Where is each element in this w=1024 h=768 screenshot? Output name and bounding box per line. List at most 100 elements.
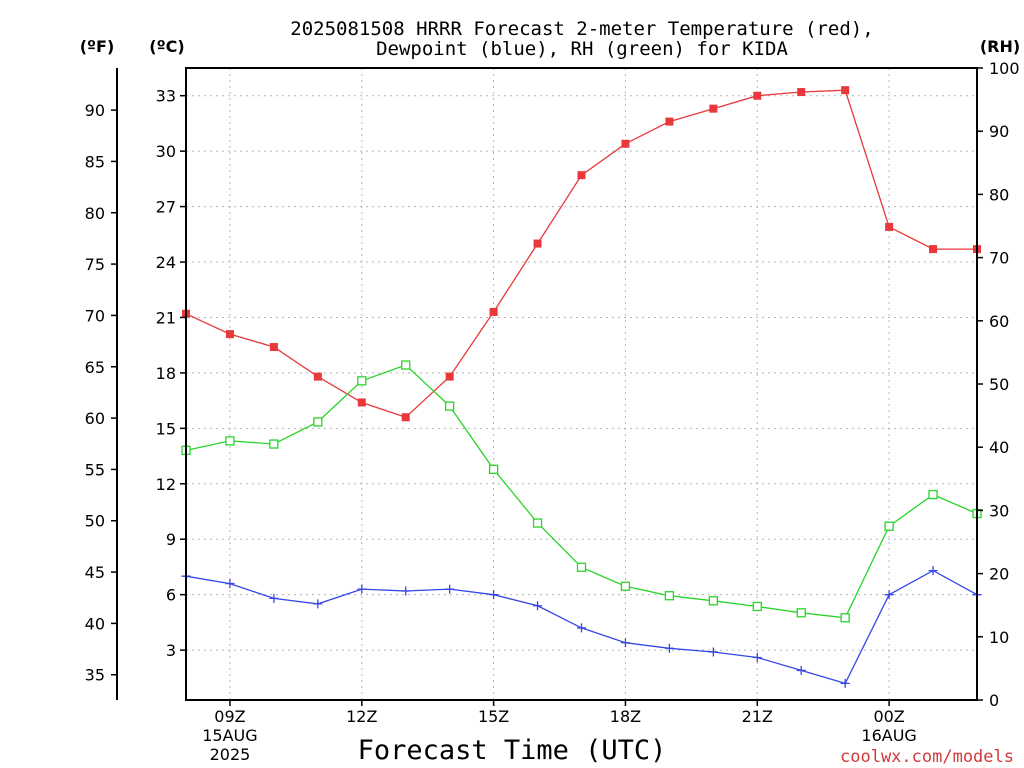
credit-label: coolwx.com/models: [840, 747, 1014, 767]
rh-tick-label: 30: [989, 501, 1009, 520]
celsius-tick-label: 21: [156, 308, 176, 327]
temperature-point: [357, 398, 366, 407]
rh-point: [269, 439, 279, 449]
x-tick-label: 09Z: [214, 707, 245, 726]
x-tick-label: 15Z: [478, 707, 509, 726]
temperature-point: [753, 91, 762, 100]
fahrenheit-tick-label: 55: [85, 460, 105, 479]
dewpoint-point: [620, 638, 630, 648]
rh-point: [664, 591, 675, 601]
temperature-point: [577, 171, 586, 180]
dewpoint-point: [225, 579, 235, 589]
x-tick-label: 21Z: [742, 707, 773, 726]
rh-tick-label: 100: [989, 59, 1020, 78]
rh-tick-label: 60: [989, 312, 1009, 331]
dewpoint-point: [884, 590, 894, 600]
rh-point: [884, 521, 894, 531]
x-axis-label: Forecast Time (UTC): [358, 735, 667, 766]
temperature-point: [709, 104, 718, 113]
dewpoint-point: [269, 593, 279, 603]
dewpoint-point: [840, 678, 850, 688]
celsius-tick-label: 6: [166, 586, 176, 605]
fahrenheit-tick-label: 75: [85, 255, 105, 274]
celsius-tick-label: 9: [166, 530, 176, 549]
rh-point: [796, 608, 806, 618]
dewpoint-point: [401, 586, 411, 596]
x-tick-label: 2025: [210, 745, 251, 764]
fahrenheit-tick-label: 90: [85, 101, 105, 120]
rh-point: [840, 613, 850, 623]
temperature-point: [225, 330, 234, 339]
rh-point: [620, 581, 631, 591]
x-tick-label: 15AUG: [202, 726, 257, 745]
temperature-point: [445, 372, 454, 381]
rh-point: [445, 401, 455, 411]
celsius-tick-label: 24: [156, 253, 176, 272]
dewpoint-point: [752, 652, 762, 662]
x-tick-label: 12Z: [346, 707, 377, 726]
fahrenheit-tick-label: 65: [85, 358, 105, 377]
rh-tick-label: 40: [989, 438, 1009, 457]
celsius-tick-label: 27: [156, 198, 176, 217]
x-tick-label: 18Z: [610, 707, 641, 726]
celsius-tick-label: 33: [156, 87, 176, 106]
rh-point: [225, 436, 235, 446]
rh-unit-label: (RH): [980, 37, 1020, 56]
rh-point: [488, 464, 499, 474]
rh-tick-label: 20: [989, 565, 1009, 584]
temperature-point: [269, 343, 278, 352]
celsius-unit-label: (ºC): [149, 37, 184, 56]
fahrenheit-tick-label: 60: [85, 409, 105, 428]
dewpoint-point: [796, 665, 806, 675]
temperature-point: [885, 222, 894, 231]
rh-point: [357, 376, 367, 386]
temperature-point: [797, 88, 806, 97]
dewpoint-point: [928, 566, 938, 576]
fahrenheit-tick-label: 80: [85, 204, 105, 223]
celsius-tick-label: 30: [156, 142, 176, 161]
dewpoint-point: [664, 643, 674, 653]
celsius-tick-label: 3: [166, 641, 176, 660]
fahrenheit-unit-label: (ºF): [80, 37, 115, 56]
fahrenheit-tick-label: 35: [85, 666, 105, 685]
dewpoint-point: [489, 590, 499, 600]
temperature-point: [665, 117, 674, 126]
chart-title-line-2: Dewpoint (blue), RH (green) for KIDA: [376, 38, 788, 60]
chart-title-line-1: 2025081508 HRRR Forecast 2-meter Tempera…: [290, 18, 873, 40]
rh-point: [313, 417, 323, 427]
series-layer: [181, 86, 982, 688]
rh-point: [532, 518, 543, 528]
temperature-point: [401, 413, 410, 422]
rh-tick-label: 80: [989, 185, 1009, 204]
celsius-tick-label: 18: [156, 364, 176, 383]
plot-frame: [185, 67, 978, 701]
temperature-point: [929, 245, 938, 254]
dewpoint-point: [577, 623, 586, 633]
temperature-point: [313, 372, 322, 381]
dewpoint-point: [533, 601, 543, 611]
x-tick-label: 16AUG: [861, 726, 916, 745]
dewpoint-point: [708, 647, 718, 657]
dewpoint-point: [357, 584, 367, 594]
rh-point: [576, 562, 587, 572]
temperature-line: [185, 89, 977, 419]
fahrenheit-tick-label: 70: [85, 306, 105, 325]
temperature-point: [489, 307, 498, 316]
fahrenheit-tick-label: 85: [85, 152, 105, 171]
dewpoint-point: [313, 599, 323, 609]
rh-tick-label: 70: [989, 249, 1009, 268]
fahrenheit-tick-label: 40: [85, 614, 105, 633]
fahrenheit-tick-label: 50: [85, 512, 105, 531]
rh-tick-label: 0: [989, 691, 999, 710]
rh-point: [928, 489, 938, 500]
rh-point: [401, 360, 411, 370]
temperature-point: [841, 86, 850, 95]
celsius-tick-label: 12: [156, 475, 176, 494]
x-tick-label: 00Z: [873, 707, 904, 726]
grid-lines: [186, 68, 977, 700]
celsius-tick-label: 15: [156, 419, 176, 438]
temperature-point: [533, 239, 542, 248]
fahrenheit-tick-label: 45: [85, 563, 105, 582]
